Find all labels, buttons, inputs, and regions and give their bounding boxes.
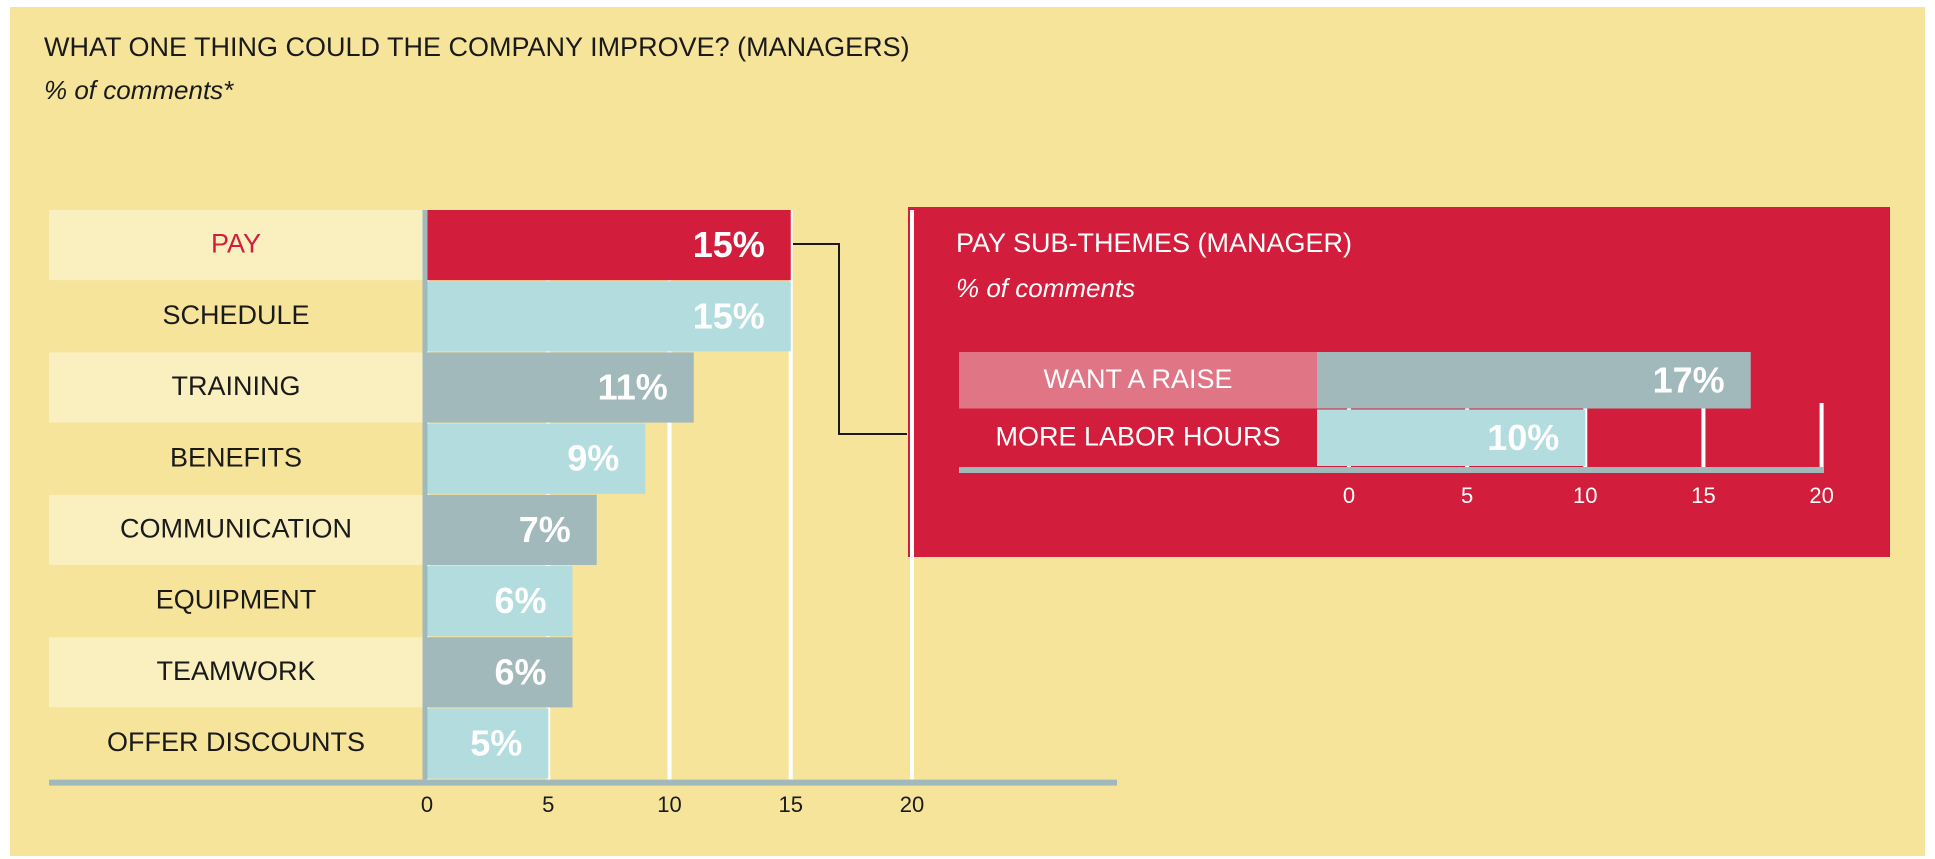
value-label: 7%: [519, 509, 571, 550]
category-label: MORE LABOR HOURS: [995, 421, 1280, 451]
value-label: 11%: [598, 367, 668, 408]
value-label: 17%: [1653, 359, 1725, 400]
category-box: [959, 352, 1317, 409]
x-tick-label: 0: [421, 792, 433, 817]
category-label: OFFER DISCOUNTS: [107, 727, 365, 757]
category-box: [49, 352, 423, 423]
category-label: PAY: [211, 229, 261, 259]
x-tick-label: 20: [1809, 483, 1833, 508]
x-tick-label: 5: [542, 792, 554, 817]
value-label: 9%: [567, 438, 619, 479]
bar: [1317, 352, 1751, 409]
category-label: COMMUNICATION: [120, 514, 352, 544]
bar: [427, 423, 646, 494]
category-box: [49, 281, 423, 352]
bar: [427, 210, 791, 281]
value-label: 15%: [693, 224, 765, 265]
value-label: 6%: [494, 651, 546, 692]
category-box: [49, 494, 423, 565]
x-tick-label: 10: [1573, 483, 1597, 508]
category-box: [49, 566, 423, 637]
category-label: WANT A RAISE: [1043, 364, 1232, 394]
chart-subtitle: % of comments*: [44, 75, 234, 105]
x-tick-label: 20: [900, 792, 924, 817]
category-box: [49, 423, 423, 494]
bar: [427, 281, 791, 352]
x-tick-label: 10: [657, 792, 681, 817]
bar: [427, 566, 573, 637]
value-label: 5%: [470, 723, 522, 764]
category-label: EQUIPMENT: [156, 585, 317, 615]
value-label: 10%: [1487, 417, 1559, 458]
category-box: [49, 637, 423, 708]
category-label: BENEFITS: [170, 442, 302, 472]
category-box: [49, 708, 423, 779]
sub-title: PAY SUB-THEMES (MANAGER): [956, 228, 1352, 258]
bar: [427, 637, 573, 708]
category-label: TRAINING: [171, 371, 300, 401]
value-label: 15%: [693, 295, 765, 336]
bar: [427, 352, 694, 423]
connector: [793, 243, 907, 435]
x-tick-label: 5: [1461, 483, 1473, 508]
x-tick-label: 0: [1343, 483, 1355, 508]
x-tick-label: 15: [1691, 483, 1715, 508]
chart-title: WHAT ONE THING COULD THE COMPANY IMPROVE…: [44, 32, 910, 62]
category-box: [49, 210, 423, 281]
category-label: TEAMWORK: [157, 656, 316, 686]
sub-subtitle: % of comments: [956, 273, 1135, 303]
bar: [1317, 409, 1586, 466]
bar: [427, 494, 597, 565]
x-tick-label: 15: [779, 792, 803, 817]
category-label: SCHEDULE: [162, 300, 309, 330]
category-box: [959, 409, 1317, 466]
bar: [427, 708, 549, 779]
value-label: 6%: [494, 580, 546, 621]
